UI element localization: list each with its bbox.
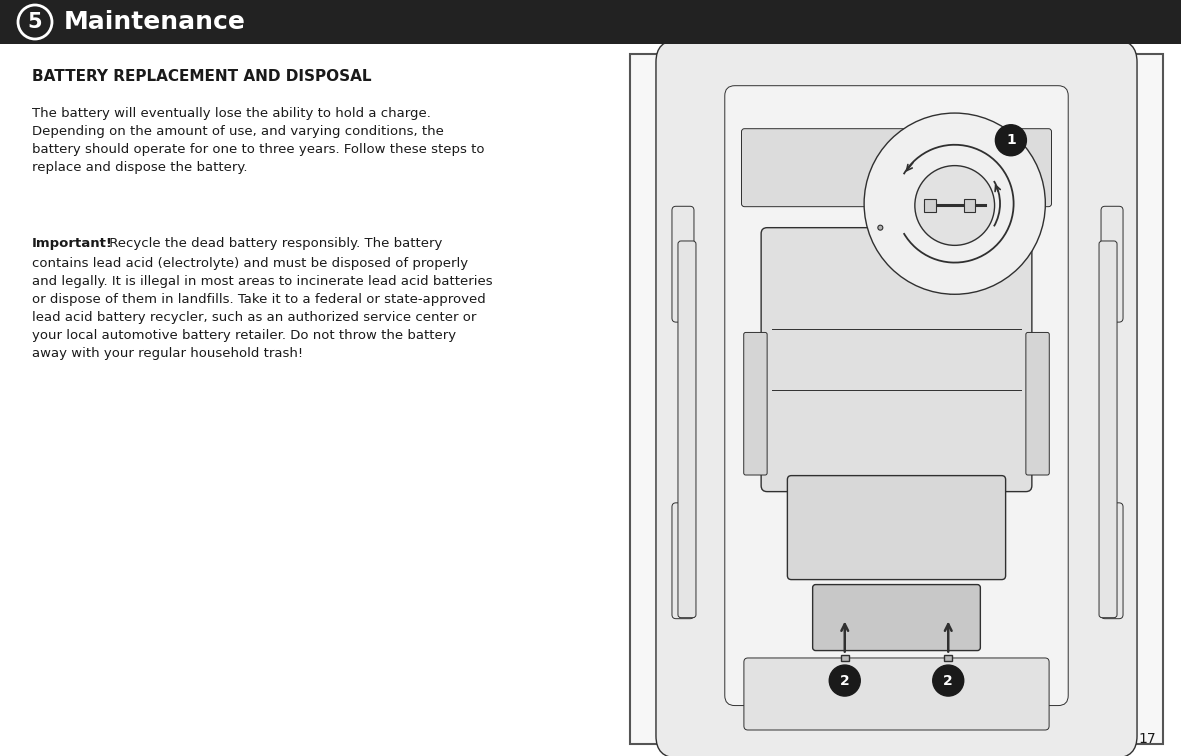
Circle shape	[877, 225, 883, 230]
FancyBboxPatch shape	[788, 476, 1005, 580]
Circle shape	[829, 665, 860, 696]
Text: 1: 1	[1006, 133, 1016, 147]
FancyBboxPatch shape	[725, 85, 1068, 705]
Text: Important!: Important!	[32, 237, 113, 250]
FancyBboxPatch shape	[1101, 503, 1123, 618]
FancyBboxPatch shape	[761, 228, 1032, 491]
FancyBboxPatch shape	[655, 40, 1137, 756]
Bar	[925, 199, 935, 212]
Text: The battery will eventually lose the ability to hold a charge.
Depending on the : The battery will eventually lose the abi…	[32, 107, 484, 174]
Circle shape	[864, 113, 1045, 294]
FancyBboxPatch shape	[1100, 241, 1117, 618]
Bar	[841, 655, 849, 661]
Bar	[629, 54, 1163, 744]
Text: 17: 17	[1138, 732, 1156, 746]
Circle shape	[933, 665, 964, 696]
Text: 5: 5	[27, 12, 43, 32]
FancyBboxPatch shape	[813, 584, 980, 651]
FancyBboxPatch shape	[672, 503, 694, 618]
Bar	[964, 199, 976, 212]
Circle shape	[996, 125, 1026, 156]
FancyBboxPatch shape	[744, 333, 768, 475]
Text: Maintenance: Maintenance	[64, 10, 246, 34]
Circle shape	[915, 166, 994, 246]
Circle shape	[18, 5, 52, 39]
FancyBboxPatch shape	[742, 129, 1051, 206]
Text: Recycle the dead battery responsibly. The battery: Recycle the dead battery responsibly. Th…	[105, 237, 443, 250]
Text: 2: 2	[944, 674, 953, 687]
Text: 2: 2	[840, 674, 849, 687]
FancyBboxPatch shape	[672, 206, 694, 322]
Text: contains lead acid (electrolyte) and must be disposed of properly
and legally. I: contains lead acid (electrolyte) and mus…	[32, 256, 492, 360]
Text: BATTERY REPLACEMENT AND DISPOSAL: BATTERY REPLACEMENT AND DISPOSAL	[32, 69, 372, 84]
FancyBboxPatch shape	[744, 658, 1049, 730]
FancyBboxPatch shape	[1026, 333, 1049, 475]
FancyBboxPatch shape	[678, 241, 696, 618]
FancyBboxPatch shape	[1101, 206, 1123, 322]
Bar	[944, 655, 953, 661]
Bar	[0, 0, 1181, 44]
